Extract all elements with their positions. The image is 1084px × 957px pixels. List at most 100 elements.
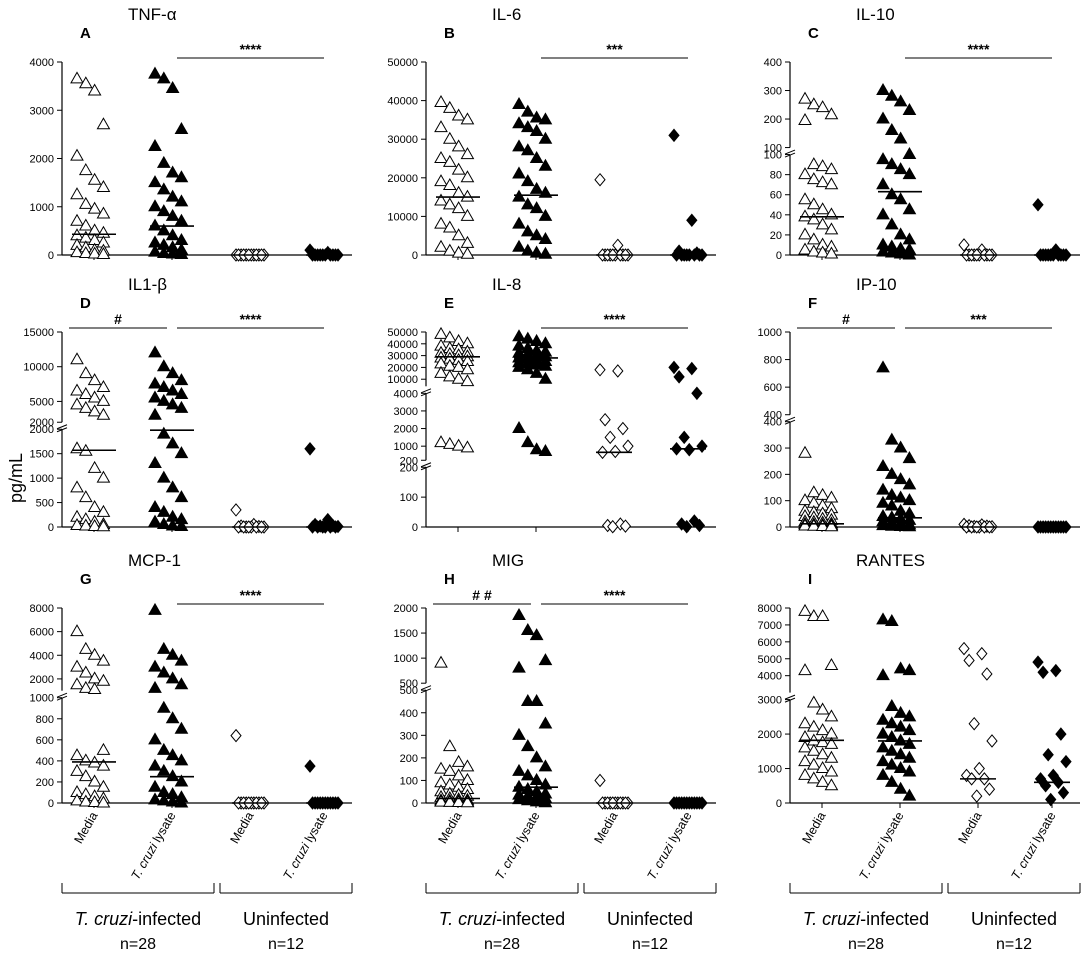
data-point [78, 665, 93, 678]
data-point [1057, 785, 1070, 800]
data-point [876, 767, 890, 780]
data-point [156, 700, 171, 713]
y-tick-label: 1000 [758, 327, 782, 339]
data-point [520, 197, 535, 210]
data-point [520, 693, 535, 706]
data-point [971, 789, 983, 803]
panel-letter: F [808, 295, 817, 312]
data-point [87, 373, 102, 386]
axis-break [420, 388, 432, 394]
data-point [806, 757, 821, 770]
data-point [876, 111, 890, 124]
significance-label: # [842, 311, 850, 327]
data-point [230, 728, 242, 743]
data-point [893, 661, 908, 674]
data-point [165, 366, 180, 379]
data-point [70, 397, 84, 410]
group-label-uninfected: Uninfected [243, 909, 329, 929]
data-point [884, 614, 899, 627]
data-point [520, 120, 535, 133]
y-tick-label: 100 [764, 150, 782, 162]
data-point [824, 658, 839, 671]
data-point [148, 499, 162, 512]
significance-label: # [114, 311, 122, 327]
data-point [815, 245, 830, 258]
data-point [520, 243, 535, 256]
y-tick-label: 5000 [758, 654, 782, 666]
y-tick-label: 300 [764, 443, 782, 455]
data-point [538, 371, 553, 384]
y-tick-label: 400 [36, 756, 54, 768]
panel-title: IL-6 [492, 5, 521, 24]
data-point [902, 764, 917, 777]
group-n-uninfected: n=12 [632, 936, 668, 953]
y-tick-label: 50000 [387, 57, 418, 69]
data-point [96, 380, 111, 393]
panel-letter: B [444, 25, 455, 42]
group-label-italic: T. cruzi [439, 909, 497, 929]
data-point [78, 386, 93, 399]
data-point [619, 519, 632, 533]
data-point [876, 207, 890, 220]
data-point [599, 412, 611, 427]
data-point [622, 439, 634, 453]
data-point [815, 702, 830, 715]
data-point [798, 518, 812, 531]
y-tick-label: 20000 [387, 362, 418, 374]
category-label: T. cruzi lysate [280, 809, 330, 882]
data-point [230, 503, 242, 517]
data-point [884, 432, 899, 445]
data-point [96, 519, 111, 532]
y-tick-label: 2000 [758, 729, 782, 741]
data-point [824, 107, 839, 120]
data-point [156, 223, 171, 236]
data-point [884, 774, 899, 787]
data-point [512, 763, 526, 776]
y-tick-label: 60 [770, 190, 782, 202]
panel-title: IP-10 [856, 275, 897, 294]
data-point [174, 677, 189, 690]
y-tick-label: 4000 [30, 57, 54, 69]
y-tick-label: 1500 [394, 628, 418, 640]
y-tick-label: 7000 [758, 620, 782, 632]
panel-title: IL1-β [128, 275, 167, 294]
data-point [174, 170, 189, 183]
data-point [806, 695, 821, 708]
data-point [434, 193, 448, 206]
data-point [156, 380, 171, 393]
data-point [460, 147, 475, 160]
data-point [70, 148, 84, 161]
data-point [893, 440, 908, 453]
data-point [798, 767, 812, 780]
y-tick-label: 30000 [387, 134, 418, 146]
data-point [434, 326, 448, 339]
data-point [156, 504, 171, 517]
y-tick-label: 10000 [387, 374, 418, 386]
data-point [165, 397, 180, 410]
data-point [1045, 792, 1057, 807]
data-point [529, 123, 544, 136]
data-point [902, 167, 917, 180]
data-point [876, 495, 890, 508]
panel-title: RANTES [856, 551, 925, 570]
data-point [156, 742, 171, 755]
data-point [156, 204, 171, 217]
data-point [442, 739, 457, 752]
data-point [156, 426, 171, 439]
category-label: Media [591, 809, 620, 846]
data-point [973, 761, 985, 776]
data-point [148, 175, 162, 188]
data-point [963, 653, 975, 668]
data-point [442, 131, 457, 144]
data-point [824, 709, 839, 722]
data-point [78, 680, 93, 693]
data-point [824, 162, 839, 175]
y-tick-label: 100 [764, 496, 782, 508]
data-point [156, 517, 171, 530]
data-point [529, 150, 544, 163]
data-point [538, 716, 553, 729]
data-point [512, 216, 526, 229]
